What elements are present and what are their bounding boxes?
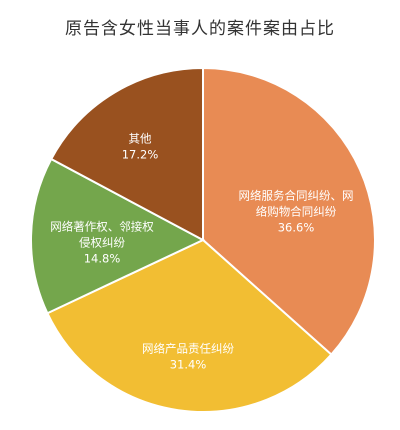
slice-label-3: 其他 <box>129 132 152 146</box>
slice-value-3: 17.2% <box>122 148 159 162</box>
slice-value-1: 31.4% <box>170 358 207 372</box>
pie-slice-0 <box>202 66 376 356</box>
slice-label-0: 络购物合同纠纷 <box>256 205 337 219</box>
pie-slice-3 <box>49 66 204 242</box>
slice-label-1: 网络产品责任纠纷 <box>142 342 234 356</box>
slice-value-2: 14.8% <box>84 252 121 266</box>
pie-slice-2 <box>30 157 206 315</box>
slice-value-0: 36.6% <box>278 221 315 235</box>
chart-title: 原告含女性当事人的案件案由占比 <box>65 19 335 39</box>
pie-slice-1 <box>46 238 333 413</box>
slice-label-2: 侵权纠纷 <box>79 236 125 250</box>
slice-label-2: 网络著作权、邻接权 <box>50 220 154 234</box>
slice-label-0: 网络服务合同纠纷、网 <box>239 189 354 203</box>
